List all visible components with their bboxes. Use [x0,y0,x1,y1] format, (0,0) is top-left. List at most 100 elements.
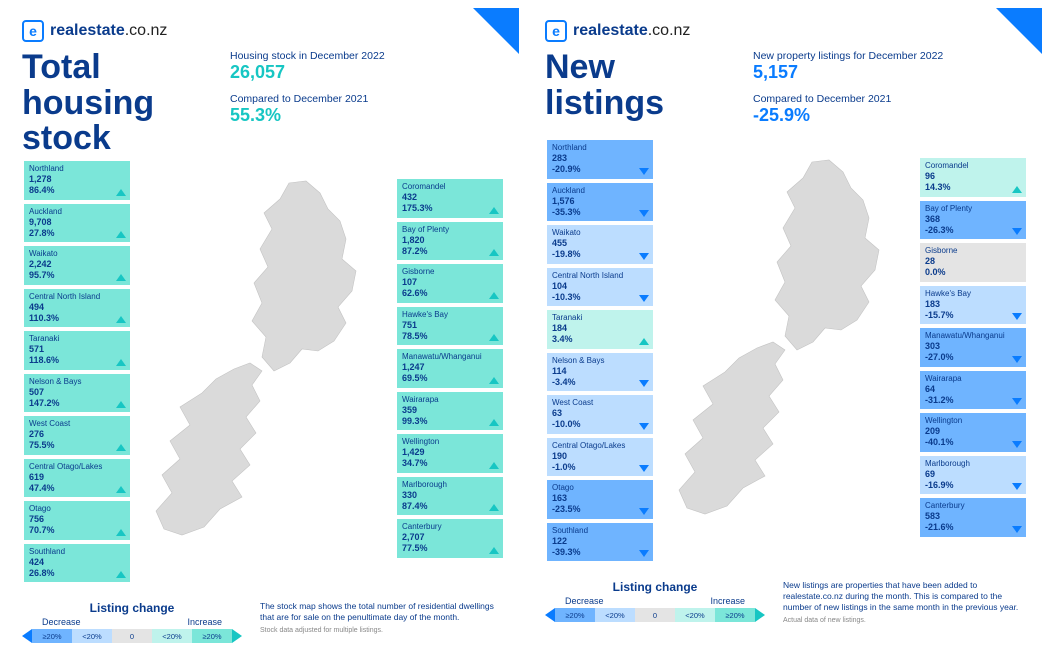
region-value: 751 [402,320,417,330]
corner-accent [473,8,519,54]
region-box: Canterbury 583 -21.6% [920,498,1026,537]
region-box: Manawatu/Whanganui 1,247 69.5% [397,349,503,388]
region-pct: -20.9% [552,164,581,174]
region-pct: -23.5% [552,504,581,514]
region-name: Hawke's Bay [402,310,498,320]
region-name: Waikato [552,228,648,238]
up-arrow-icon [489,249,499,256]
left-column: Northland 1,278 86.4%Auckland 9,708 27.8… [24,161,130,582]
region-value: 64 [925,384,935,394]
region-box: Manawatu/Whanganui 303 -27.0% [920,328,1026,367]
region-box: Bay of Plenty 368 -26.3% [920,201,1026,240]
stat2-label: Compared to December 2021 [230,93,505,105]
legend-increase: Increase [710,596,745,606]
up-arrow-icon [116,401,126,408]
region-box: Nelson & Bays 114 -3.4% [547,353,653,392]
region-name: Wairarapa [402,395,498,405]
legend: Listing change Decrease Increase ≥20%<20… [22,601,242,643]
up-arrow-icon [489,377,499,384]
region-value: 368 [925,214,940,224]
panel-stats: New property listings for December 2022 … [753,50,1028,136]
up-arrow-icon [489,292,499,299]
region-name: Taranaki [552,313,648,323]
region-box: Wairarapa 359 99.3% [397,392,503,431]
right-column: Coromandel 96 14.3%Bay of Plenty 368 -26… [920,158,1026,537]
scale-cell: 0 [112,629,152,643]
region-name: Taranaki [29,334,125,344]
region-name: West Coast [552,398,648,408]
region-name: Otago [552,483,648,493]
region-value: 209 [925,426,940,436]
legend-decrease: Decrease [42,617,81,627]
region-value: 1,820 [402,235,425,245]
region-value: 1,278 [29,174,52,184]
region-box: Bay of Plenty 1,820 87.2% [397,222,503,261]
scale-cell: <20% [595,608,635,622]
region-box: Wellington 209 -40.1% [920,413,1026,452]
region-value: 1,247 [402,362,425,372]
region-value: 63 [552,408,562,418]
region-name: Gisborne [402,267,498,277]
up-arrow-icon [116,571,126,578]
panel-title: Newlistings [545,50,735,121]
down-arrow-icon [1012,356,1022,363]
region-box: Auckland 1,576 -35.3% [547,183,653,222]
region-name: Wairarapa [925,374,1021,384]
down-arrow-icon [639,210,649,217]
region-value: 756 [29,514,44,524]
region-pct: 3.4% [552,334,573,344]
region-box: Gisborne 107 62.6% [397,264,503,303]
down-arrow-icon [639,508,649,515]
region-box: Waikato 455 -19.8% [547,225,653,264]
region-box: West Coast 276 75.5% [24,416,130,455]
up-arrow-icon [116,316,126,323]
region-value: 283 [552,153,567,163]
legend-increase: Increase [187,617,222,627]
region-value: 276 [29,429,44,439]
region-pct: 62.6% [402,288,428,298]
region-box: Wellington 1,429 34.7% [397,434,503,473]
region-name: Gisborne [925,246,1021,256]
down-arrow-icon [639,253,649,260]
region-value: 455 [552,238,567,248]
region-box: Southland 122 -39.3% [547,523,653,562]
region-name: Northland [552,143,648,153]
region-name: Southland [552,526,648,536]
up-arrow-icon [1012,186,1022,193]
region-pct: 34.7% [402,458,428,468]
region-pct: -19.8% [552,249,581,259]
region-box: Central North Island 104 -10.3% [547,268,653,307]
region-value: 114 [552,366,567,376]
infographic-panel: e realestate.co.nz Totalhousingstock Hou… [8,8,519,648]
region-pct: -16.9% [925,480,954,490]
region-name: Wellington [402,437,498,447]
region-pct: -40.1% [925,437,954,447]
region-name: Waikato [29,249,125,259]
scale-cell: ≥20% [192,629,232,643]
region-pct: 69.5% [402,373,428,383]
region-value: 583 [925,511,940,521]
region-name: Canterbury [925,501,1021,511]
up-arrow-icon [489,207,499,214]
corner-accent [996,8,1042,54]
down-arrow-icon [1012,398,1022,405]
region-box: Hawke's Bay 751 78.5% [397,307,503,346]
region-box: Nelson & Bays 507 147.2% [24,374,130,413]
region-box: Central North Island 494 110.3% [24,289,130,328]
region-name: Hawke's Bay [925,289,1021,299]
logo-mark-icon: e [545,20,567,42]
scale-cell: ≥20% [715,608,755,622]
up-arrow-icon [489,504,499,511]
region-pct: -27.0% [925,352,954,362]
up-arrow-icon [116,486,126,493]
region-box: Marlborough 69 -16.9% [920,456,1026,495]
region-box: West Coast 63 -10.0% [547,395,653,434]
region-box: Hawke's Bay 183 -15.7% [920,286,1026,325]
up-arrow-icon [116,189,126,196]
legend-decrease: Decrease [565,596,604,606]
region-pct: -10.3% [552,292,581,302]
region-box: Auckland 9,708 27.8% [24,204,130,243]
up-arrow-icon [116,231,126,238]
scale-cell: ≥20% [555,608,595,622]
region-value: 163 [552,493,567,503]
